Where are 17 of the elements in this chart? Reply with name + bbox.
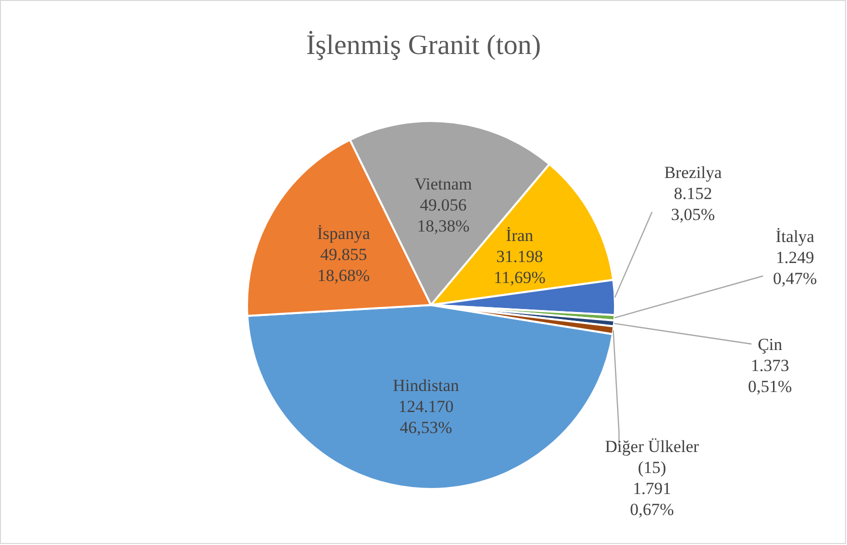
slice-label: Brezilya [664, 163, 722, 182]
slice-label: İspanya [317, 224, 370, 244]
slice-label: İran [506, 226, 534, 246]
data-label: 124.170 46,53% [398, 397, 454, 438]
data-label: 1.791 0,67% [630, 479, 674, 519]
data-label: 49.056 18,38% [417, 196, 470, 236]
slice-label: Vietnam [414, 174, 472, 194]
slice-label: Hindistan [392, 376, 460, 396]
slice-label: Diğer Ülkeler (15) [605, 437, 700, 477]
data-label: 31.198 11,69% [494, 247, 546, 288]
data-label: 8.152 3,05% [671, 184, 715, 224]
data-label: 49.855 18,68% [317, 245, 370, 286]
data-label: 1.249 0,47% [773, 248, 817, 288]
slice-label: İtalya [776, 227, 815, 246]
data-label: 1.373 0,51% [748, 356, 792, 396]
slice-label: Çin [758, 335, 783, 354]
chart-title: İşlenmiş Granit (ton) [306, 30, 541, 61]
